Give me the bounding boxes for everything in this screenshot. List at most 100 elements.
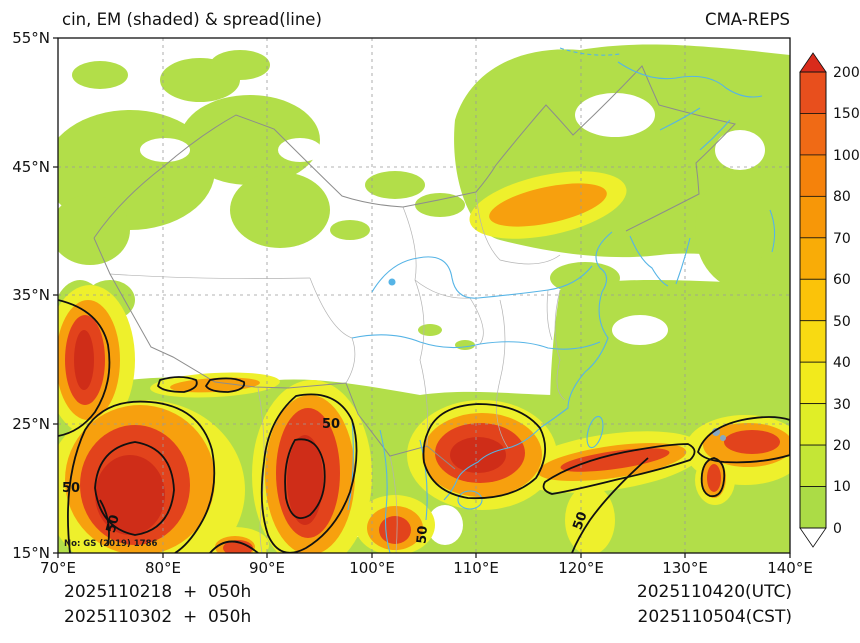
japan-coast [769, 209, 776, 253]
coastline-china [443, 231, 613, 501]
shade-blob [560, 448, 670, 472]
colorbar-band [799, 278, 827, 322]
map-plot-area: 50 50 50 50 50 No: GS (2019) 1786 [58, 38, 790, 553]
mekong-river [379, 429, 391, 553]
cb-tick: 60 [833, 272, 851, 288]
qinghai-lake [388, 278, 396, 286]
shade-blob [58, 195, 130, 265]
ne-river [699, 119, 731, 151]
y-tick-label: 45°N [12, 158, 50, 176]
patch [712, 428, 720, 436]
border-line [109, 273, 311, 279]
spread-contour [157, 376, 198, 393]
cb-tick: 80 [833, 189, 851, 205]
island-taiwan [586, 415, 604, 449]
x-tick-label: 100°E [349, 559, 395, 577]
cb-tick: 20 [833, 438, 851, 454]
border-line [475, 191, 561, 265]
shade-blob [223, 540, 253, 553]
valid-time-cst: 2025110504(CST) [638, 607, 792, 627]
shade-blob [724, 430, 780, 454]
spread-contour [697, 416, 790, 464]
shade-blob [489, 183, 607, 227]
colorbar-band [799, 361, 827, 405]
shade-blob [707, 464, 721, 492]
y-tick-label: 25°N [12, 415, 50, 433]
korea-coast-east [675, 237, 691, 285]
border-south [93, 237, 456, 470]
valid-time-utc: 2025110420(UTC) [637, 582, 792, 602]
x-tick-label: 110°E [453, 559, 499, 577]
border-north [93, 65, 736, 239]
colorbar: 200 150 100 80 70 60 50 40 30 20 10 0 [799, 52, 860, 548]
province-borders [109, 191, 566, 553]
korea-coast-west [629, 235, 669, 287]
x-tick-label: 80°E [145, 559, 181, 577]
shade-blob [287, 435, 323, 525]
spread-contour [209, 540, 259, 553]
footer-timestamps: 2025110218 + 050h 2025110302 + 050h 2025… [64, 582, 792, 627]
spread-contours [58, 299, 790, 553]
colorbar-bands [799, 71, 827, 529]
spread-contour [542, 443, 696, 495]
colorbar-frame [799, 71, 827, 529]
country-border [93, 65, 736, 470]
x-tick-label: 90°E [249, 559, 285, 577]
cb-tick: 150 [833, 106, 860, 122]
shade-blob [418, 324, 442, 336]
border-line [389, 455, 398, 553]
shade-blob [379, 516, 411, 544]
spread-contour [99, 499, 110, 546]
hole [278, 138, 322, 162]
colorbar-band [799, 320, 827, 363]
axis-tick-marks [53, 37, 791, 558]
x-tick-label: 120°E [558, 559, 604, 577]
border-line [414, 279, 429, 447]
graticule [58, 38, 790, 553]
dashed-blue-line [559, 47, 621, 56]
colorbar-band [799, 444, 827, 487]
hole [715, 130, 765, 170]
y-axis-labels: 55°N 45°N 35°N 25°N 15°N [12, 29, 50, 562]
colorbar-band [799, 237, 827, 280]
spread-contour [67, 400, 216, 553]
x-tick-label: 140°E [767, 559, 813, 577]
contour-label: 50 [322, 417, 340, 432]
shade-blob [210, 50, 270, 80]
spread-contour [58, 299, 111, 437]
contour-label: 50 [570, 510, 590, 532]
y-tick-label: 15°N [12, 544, 50, 562]
island-hainan [457, 490, 483, 510]
spread-contour [422, 403, 546, 500]
border-line [554, 289, 566, 401]
hole [575, 93, 655, 137]
colorbar-tick-labels: 200 150 100 80 70 60 50 40 30 20 10 0 [833, 65, 860, 537]
shade-blob [74, 330, 94, 390]
shade-blob [450, 437, 506, 473]
cb-tick: 200 [833, 65, 860, 81]
rivers-coastlines [347, 47, 776, 553]
y-tick-label: 35°N [12, 286, 50, 304]
hole [427, 505, 463, 545]
x-tick-label: 70°E [40, 559, 76, 577]
yellow-river [371, 256, 593, 299]
cb-tick: 30 [833, 397, 851, 413]
amur-river [617, 61, 763, 98]
shade-blob [230, 172, 330, 248]
shade-blob [180, 95, 320, 185]
colorbar-band [799, 486, 827, 529]
spread-contour [571, 457, 649, 553]
cb-tick: 10 [833, 479, 851, 495]
cb-tick: 50 [833, 314, 851, 330]
contour-labels: 50 50 50 50 50 [62, 417, 591, 545]
patch [720, 435, 726, 441]
shade-blob [330, 220, 370, 240]
shade-blob [72, 61, 128, 89]
spread-contour [94, 441, 175, 536]
hole [140, 138, 190, 162]
spread-contour [260, 393, 358, 553]
y-tick-label: 55°N [12, 29, 50, 47]
salween-river [347, 419, 354, 511]
shade-blob [455, 340, 475, 350]
